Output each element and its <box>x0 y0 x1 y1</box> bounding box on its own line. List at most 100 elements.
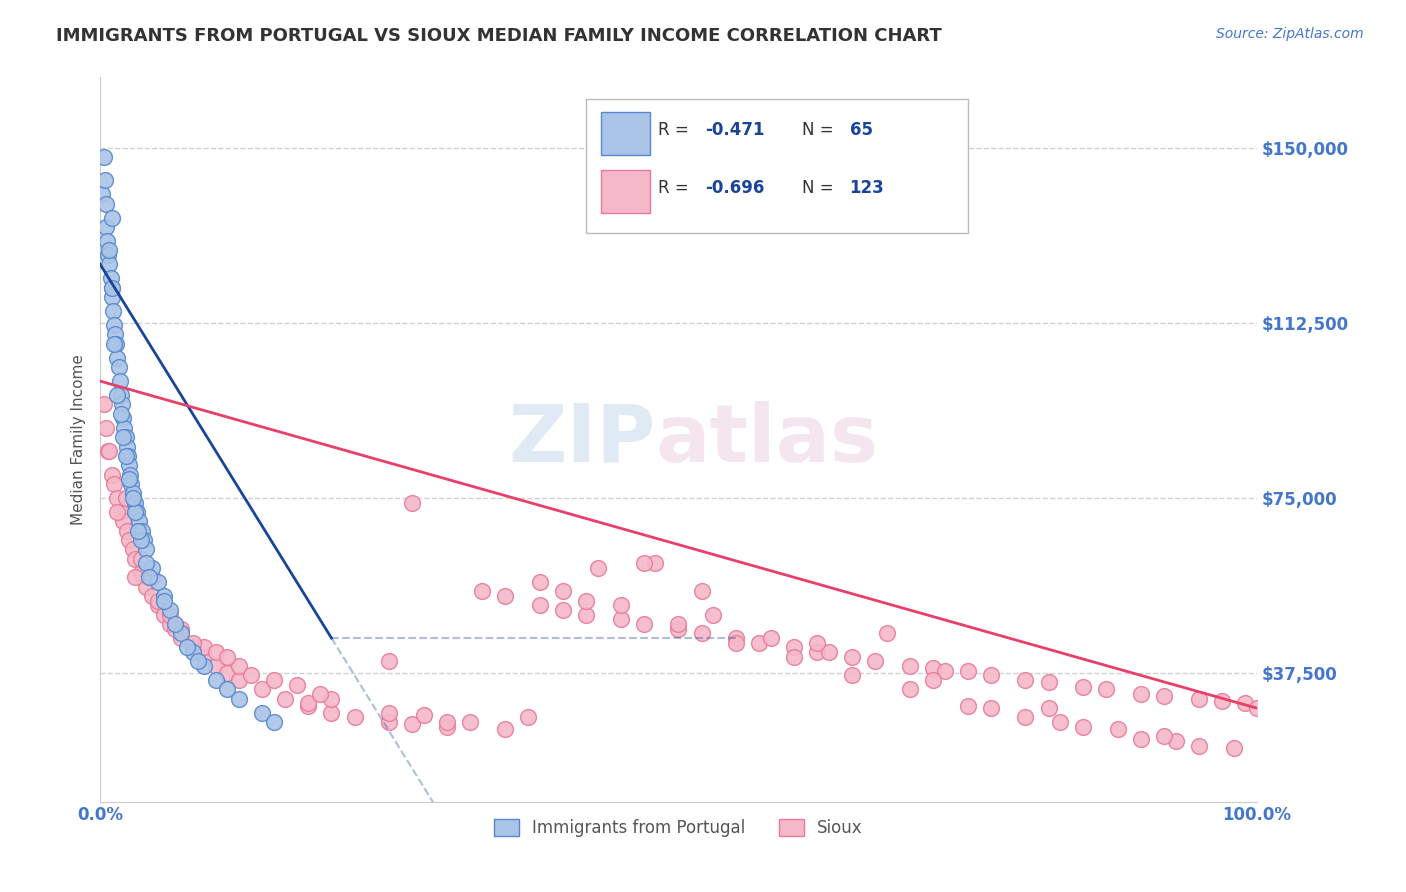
Point <box>131 524 153 538</box>
Point <box>644 557 666 571</box>
Point <box>124 505 146 519</box>
Point <box>152 589 174 603</box>
Point <box>217 666 239 681</box>
Point <box>956 664 979 678</box>
Point <box>841 668 863 682</box>
Point <box>100 271 122 285</box>
Point <box>110 388 132 402</box>
Point <box>176 640 198 655</box>
Point <box>228 659 250 673</box>
Point <box>129 551 152 566</box>
Point <box>98 444 121 458</box>
Point <box>135 557 157 571</box>
Point <box>128 514 150 528</box>
Point <box>378 706 401 720</box>
Point <box>114 449 136 463</box>
Point <box>980 701 1002 715</box>
Point <box>159 607 181 622</box>
Point <box>110 505 132 519</box>
Point <box>118 458 141 473</box>
Point <box>551 603 574 617</box>
Point <box>1153 690 1175 704</box>
Point <box>94 219 117 234</box>
Point <box>898 682 921 697</box>
Text: N =: N = <box>803 120 839 138</box>
Point <box>100 211 122 225</box>
Point <box>117 449 139 463</box>
Point <box>111 397 134 411</box>
Point <box>94 196 117 211</box>
Text: 123: 123 <box>849 178 884 196</box>
Point <box>1038 675 1060 690</box>
Point <box>121 491 143 505</box>
Point <box>668 622 690 636</box>
Point <box>107 491 129 505</box>
FancyBboxPatch shape <box>600 170 650 213</box>
Point <box>94 421 117 435</box>
Point <box>1130 731 1153 746</box>
Text: R =: R = <box>658 120 693 138</box>
Point <box>165 622 187 636</box>
Point <box>103 318 125 332</box>
FancyBboxPatch shape <box>600 112 650 155</box>
Point <box>141 589 163 603</box>
Point <box>104 327 127 342</box>
Point <box>1095 682 1118 697</box>
Point <box>129 566 152 580</box>
Point <box>401 495 423 509</box>
Point <box>112 430 135 444</box>
Point <box>783 649 806 664</box>
Text: 65: 65 <box>849 120 873 138</box>
Point <box>1014 710 1036 724</box>
Point <box>863 655 886 669</box>
Point <box>170 626 193 640</box>
Point <box>107 505 129 519</box>
Point <box>101 304 124 318</box>
Point <box>107 351 129 365</box>
Point <box>250 706 273 720</box>
Point <box>297 697 319 711</box>
Point <box>690 626 713 640</box>
Point <box>115 440 138 454</box>
Point <box>118 472 141 486</box>
Point <box>934 664 956 678</box>
Point <box>551 584 574 599</box>
Point <box>121 486 143 500</box>
Point <box>321 706 343 720</box>
Point <box>321 691 343 706</box>
Point <box>575 607 598 622</box>
Text: IMMIGRANTS FROM PORTUGAL VS SIOUX MEDIAN FAMILY INCOME CORRELATION CHART: IMMIGRANTS FROM PORTUGAL VS SIOUX MEDIAN… <box>56 27 942 45</box>
Point <box>1038 701 1060 715</box>
Point <box>107 360 129 375</box>
Text: Source: ZipAtlas.com: Source: ZipAtlas.com <box>1216 27 1364 41</box>
Point <box>806 636 828 650</box>
Point <box>806 645 828 659</box>
Text: atlas: atlas <box>655 401 879 478</box>
Point <box>263 715 285 730</box>
Point <box>112 411 135 425</box>
Text: ZIP: ZIP <box>508 401 655 478</box>
Point <box>217 682 239 697</box>
Point <box>121 542 143 557</box>
Point <box>529 574 551 589</box>
Point <box>103 476 125 491</box>
Point <box>204 673 226 687</box>
Point <box>783 640 806 655</box>
Text: N =: N = <box>803 178 839 196</box>
Point <box>922 673 945 687</box>
Point <box>1130 687 1153 701</box>
Point <box>159 617 181 632</box>
Point <box>586 561 609 575</box>
Point <box>129 533 152 547</box>
Point <box>759 631 782 645</box>
Point <box>100 281 122 295</box>
Point <box>170 631 193 645</box>
Point <box>165 617 187 632</box>
Point <box>193 659 215 673</box>
Point <box>228 691 250 706</box>
Point <box>103 336 125 351</box>
Point <box>1211 694 1233 708</box>
Point <box>127 505 149 519</box>
Point <box>120 467 142 482</box>
Text: -0.696: -0.696 <box>704 178 765 196</box>
